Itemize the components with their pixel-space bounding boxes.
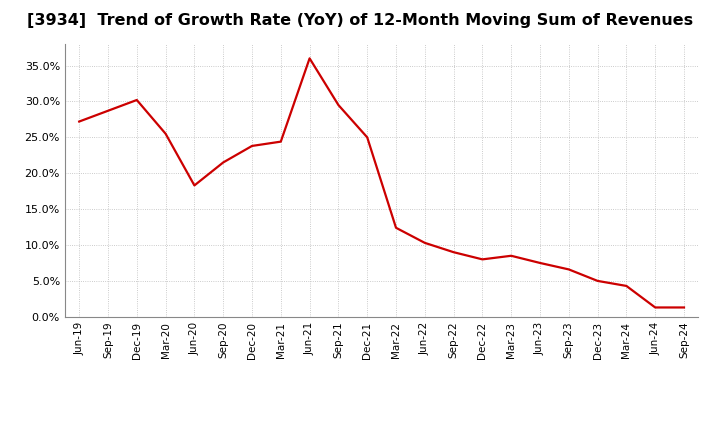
Text: [3934]  Trend of Growth Rate (YoY) of 12-Month Moving Sum of Revenues: [3934] Trend of Growth Rate (YoY) of 12-… bbox=[27, 13, 693, 28]
